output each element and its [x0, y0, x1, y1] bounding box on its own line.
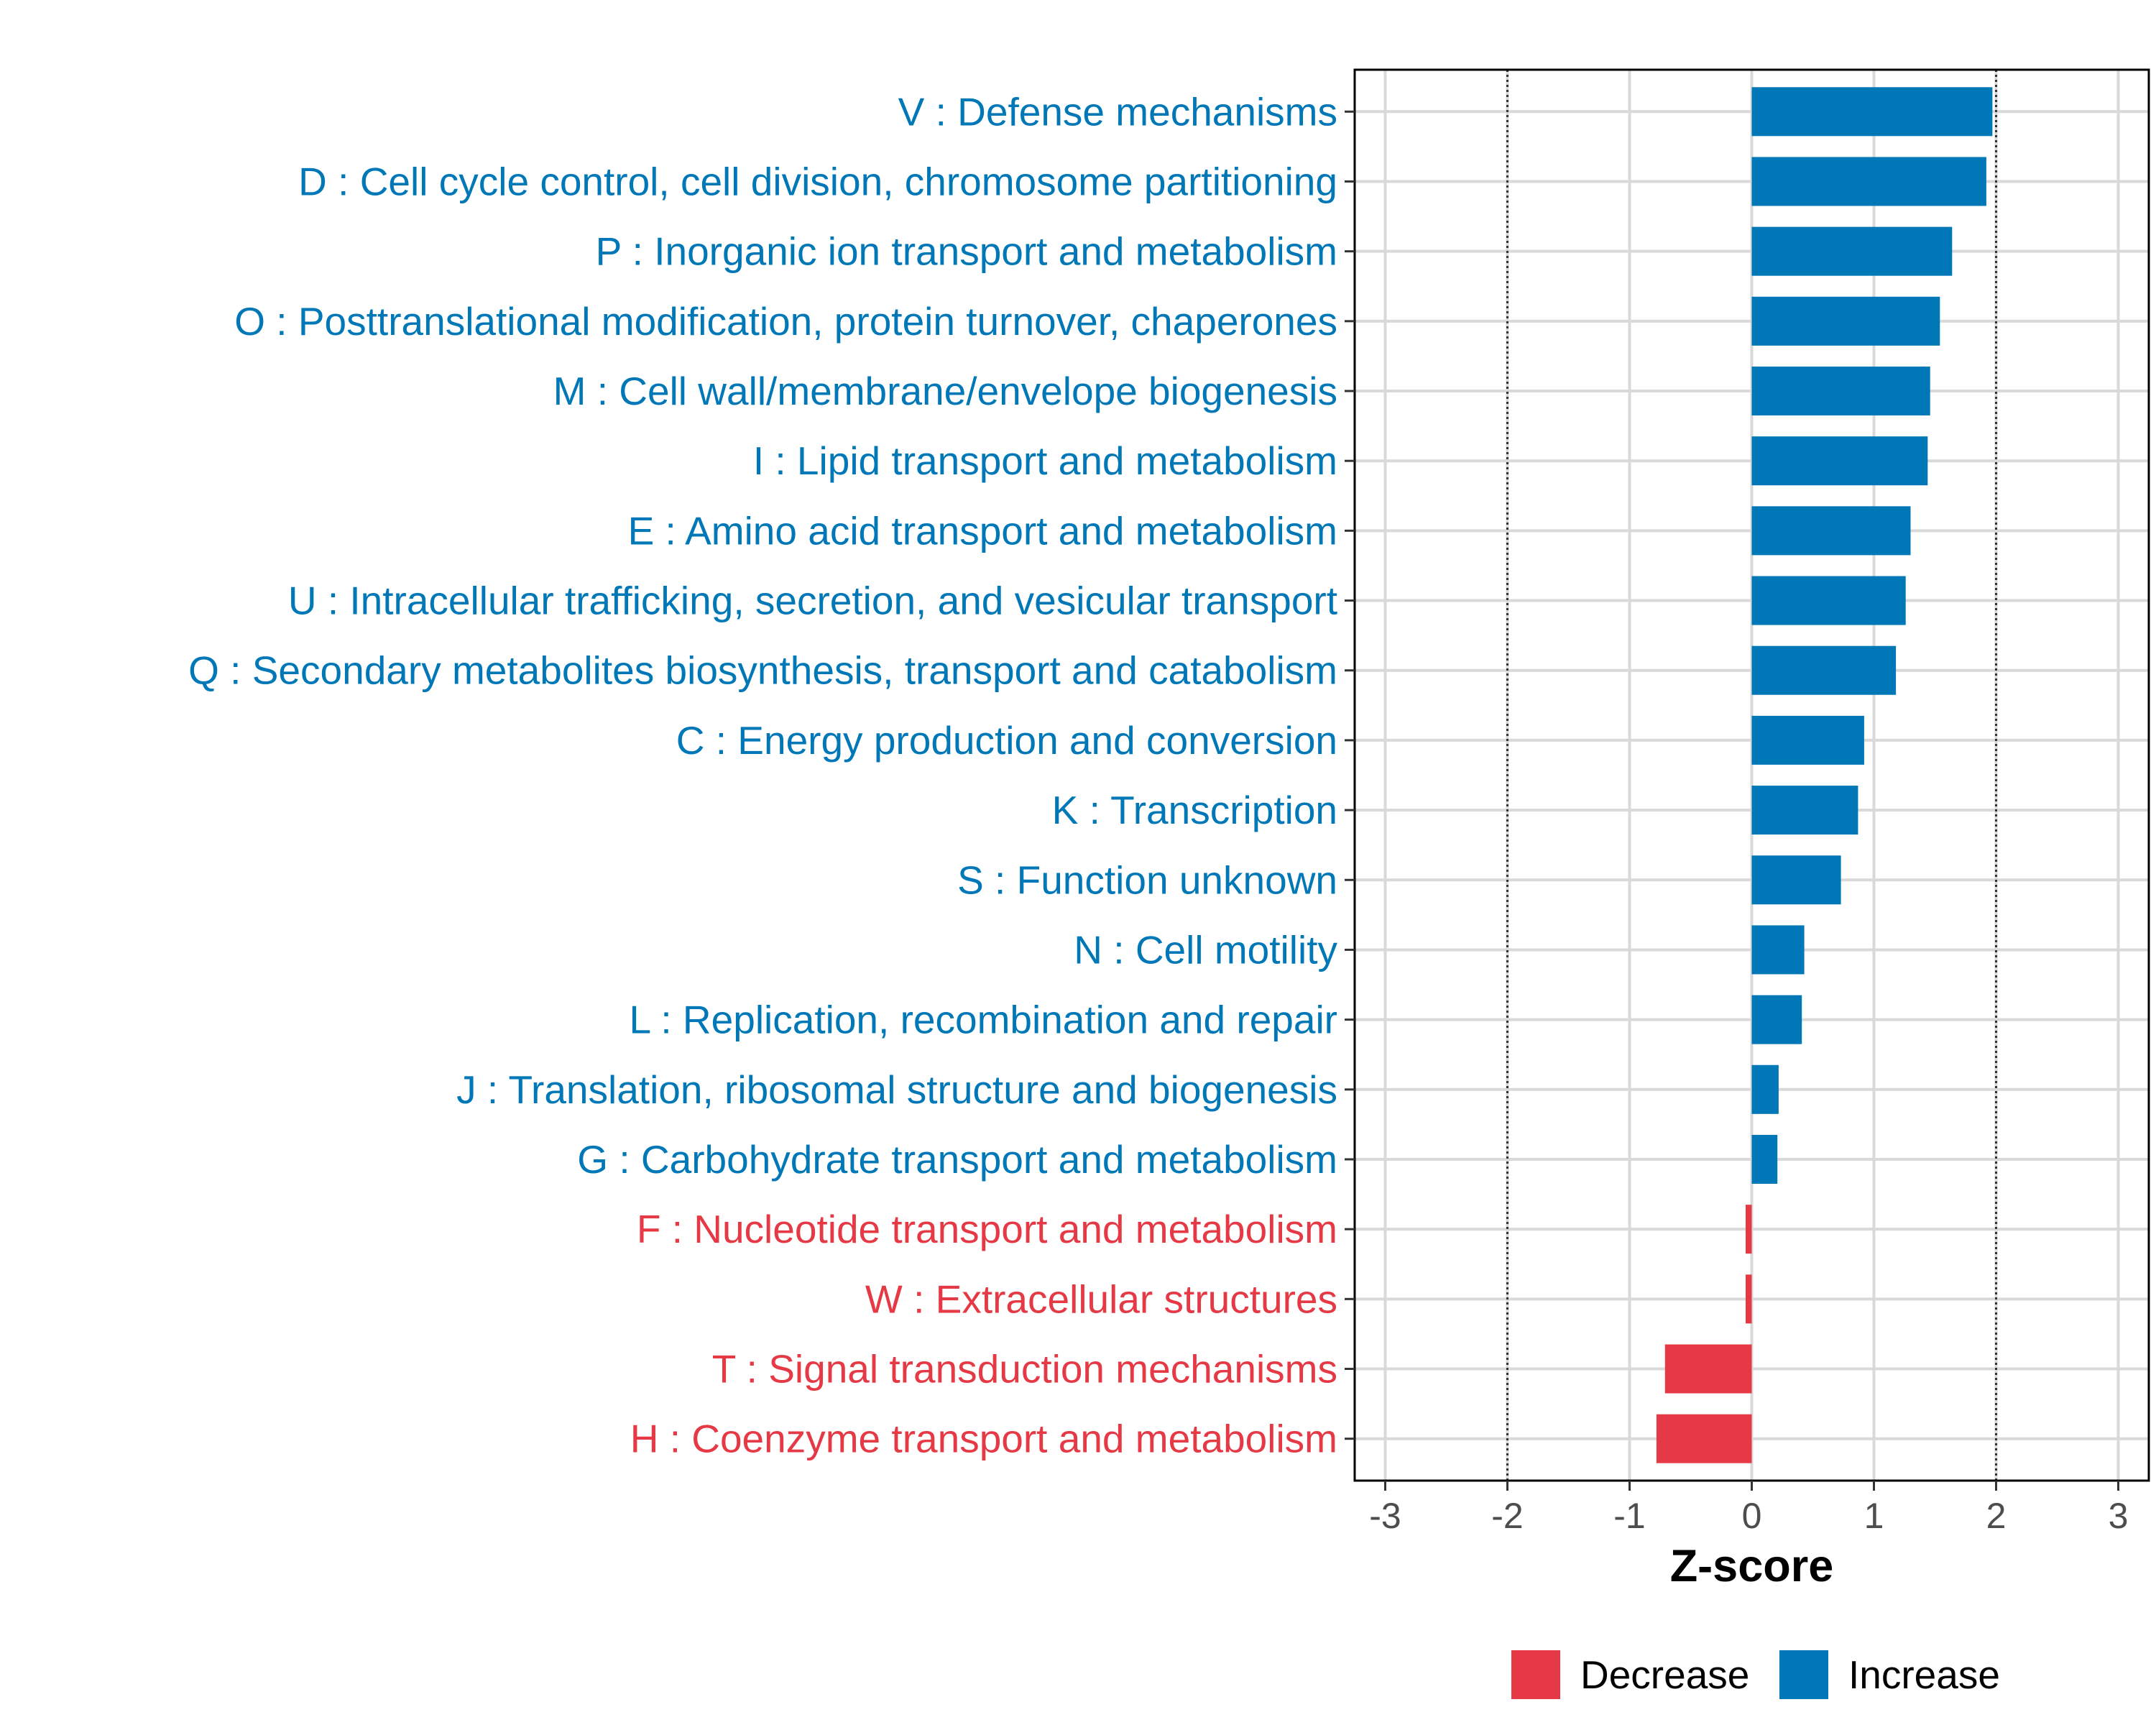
- bar: [1751, 296, 1940, 346]
- category-label: W : Extracellular structures: [865, 1276, 1337, 1321]
- category-label: K : Transcription: [1052, 788, 1337, 832]
- x-tick-label: 3: [2109, 1496, 2129, 1536]
- category-label: F : Nucleotide transport and metabolism: [637, 1207, 1337, 1251]
- category-label: M : Cell wall/membrane/envelope biogenes…: [553, 369, 1337, 413]
- bar: [1751, 925, 1805, 975]
- bar: [1751, 715, 1864, 765]
- bar: [1751, 226, 1953, 276]
- category-label: U : Intracellular trafficking, secretion…: [288, 579, 1337, 623]
- x-tick-label: 2: [1986, 1496, 2007, 1536]
- category-label: L : Replication, recombination and repai…: [630, 998, 1337, 1042]
- bar: [1751, 995, 1802, 1044]
- bar: [1751, 645, 1897, 695]
- category-label: N : Cell motility: [1074, 927, 1337, 972]
- bar: [1656, 1414, 1752, 1463]
- category-label: G : Carbohydrate transport and metabolis…: [577, 1137, 1337, 1182]
- category-label: E : Amino acid transport and metabolism: [628, 508, 1337, 553]
- bar: [1751, 1134, 1778, 1184]
- x-tick-label: -3: [1369, 1496, 1401, 1536]
- x-tick-label: -2: [1491, 1496, 1523, 1536]
- bar: [1751, 1064, 1779, 1114]
- x-axis-title: Z-score: [1670, 1541, 1834, 1591]
- bar: [1746, 1274, 1752, 1324]
- legend-decrease-swatch: [1511, 1650, 1560, 1699]
- category-label: I : Lipid transport and metabolism: [753, 438, 1337, 483]
- category-label: D : Cell cycle control, cell division, c…: [298, 159, 1337, 203]
- category-label: S : Function unknown: [957, 857, 1337, 902]
- bar: [1751, 506, 1911, 556]
- bar: [1751, 436, 1928, 486]
- category-label: C : Energy production and conversion: [676, 718, 1337, 763]
- bar: [1746, 1205, 1752, 1254]
- category-label: J : Translation, ribosomal structure and…: [456, 1067, 1337, 1112]
- bar: [1751, 87, 1993, 137]
- x-tick-label: 0: [1742, 1496, 1762, 1536]
- bar: [1664, 1344, 1752, 1394]
- legend-increase-label: Increase: [1848, 1652, 2000, 1697]
- x-tick-label: 1: [1864, 1496, 1884, 1536]
- bar: [1751, 855, 1841, 905]
- category-label: T : Signal transduction mechanisms: [712, 1347, 1337, 1392]
- category-label: V : Defense mechanisms: [898, 89, 1337, 134]
- bar: [1751, 367, 1930, 416]
- bar: [1751, 786, 1858, 835]
- bar: [1751, 157, 1986, 206]
- x-tick-label: -1: [1613, 1496, 1645, 1536]
- category-label: P : Inorganic ion transport and metaboli…: [596, 229, 1337, 274]
- bar: [1751, 576, 1906, 625]
- category-label: Q : Secondary metabolites biosynthesis, …: [188, 648, 1337, 693]
- category-label: O : Posttranslational modification, prot…: [234, 299, 1337, 344]
- legend-increase-swatch: [1779, 1650, 1828, 1699]
- legend-decrease-label: Decrease: [1580, 1652, 1749, 1697]
- category-label: H : Coenzyme transport and metabolism: [630, 1417, 1337, 1461]
